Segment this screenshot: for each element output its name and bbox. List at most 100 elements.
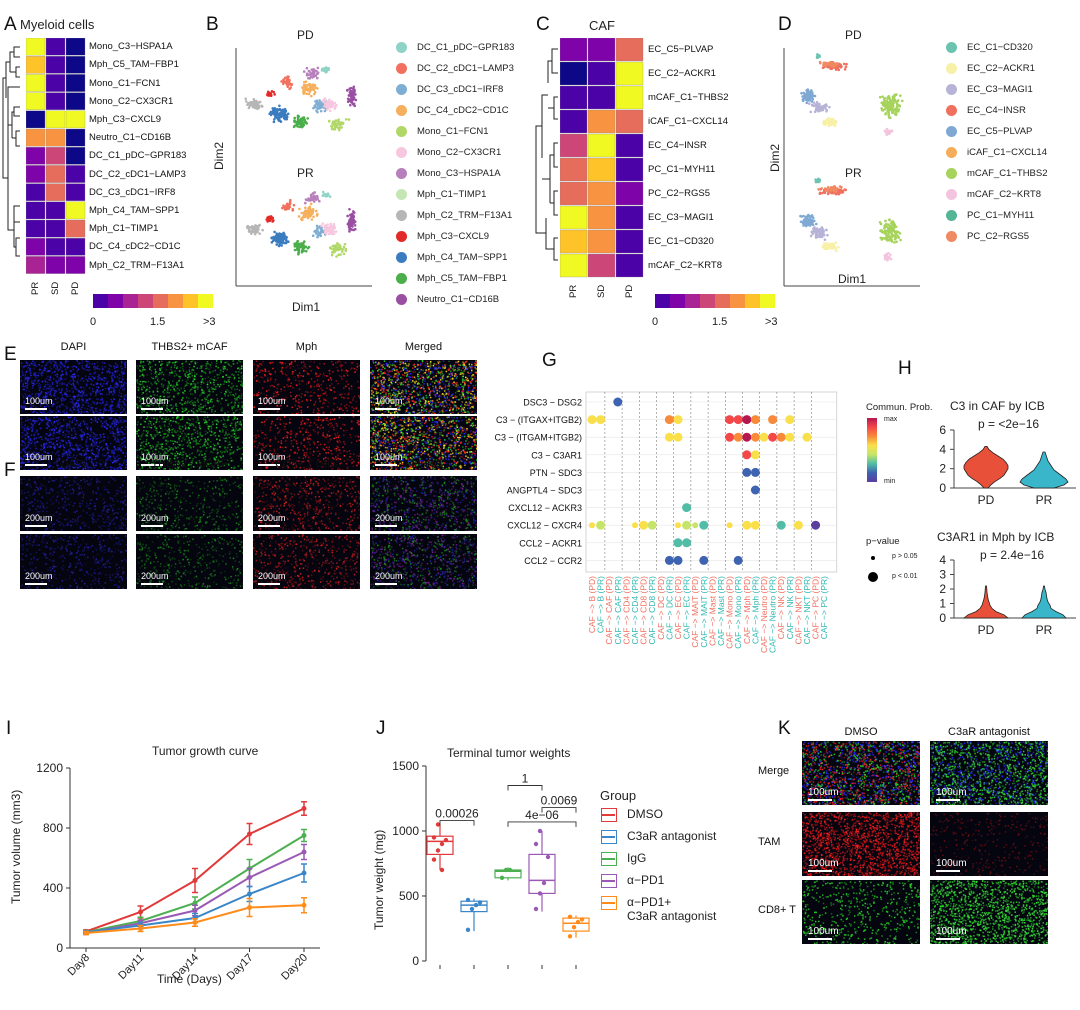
micro-speck [463, 379, 466, 382]
umap-point [332, 225, 336, 228]
micro-speck [56, 368, 59, 370]
umap-point [889, 253, 892, 257]
heatmap-cell [26, 110, 46, 129]
umap-point [302, 70, 306, 73]
micro-speck [29, 397, 31, 399]
micro-speck [99, 411, 102, 414]
umap-point [267, 217, 270, 221]
micro-speck [36, 412, 38, 414]
micro-speck [256, 366, 259, 369]
legend-swatch [396, 231, 407, 242]
micro-speck [49, 390, 52, 392]
micro-speck [413, 395, 416, 398]
micro-speck [158, 373, 160, 376]
micro-speck [204, 398, 206, 401]
micro-speck [308, 374, 310, 376]
umap-point [809, 110, 813, 114]
micro-speck [227, 363, 230, 365]
micro-speck [394, 373, 396, 375]
micro-speck [139, 407, 142, 409]
micro-speck [201, 378, 204, 380]
micro-speck [457, 367, 459, 369]
umap-point [817, 228, 821, 232]
micro-speck [408, 364, 410, 366]
umap-point [810, 94, 814, 97]
micro-speck [284, 362, 287, 365]
umap-point [830, 187, 834, 190]
micro-speck [185, 375, 187, 377]
micro-speck [97, 374, 100, 376]
micro-speck [404, 381, 407, 384]
micro-speck [295, 400, 297, 402]
micro-speck [29, 407, 32, 409]
micro-speck [122, 388, 124, 391]
umap-point [883, 257, 887, 261]
heatmap-cell [26, 183, 46, 201]
legend-label: Mono_C2−CX3CR1 [417, 147, 501, 158]
micro-speck [442, 408, 444, 411]
micro-speck [37, 384, 40, 387]
micro-speck [141, 365, 144, 367]
umap-point [276, 240, 279, 244]
umap-point [810, 218, 814, 222]
umap-point [830, 123, 834, 127]
micro-speck [70, 398, 72, 400]
micro-speck [397, 401, 400, 404]
micro-speck [107, 380, 109, 383]
micro-speck [193, 378, 196, 380]
umap-point [244, 100, 248, 103]
heatmap-col-label: SD [596, 285, 607, 298]
micro-speck [206, 412, 209, 414]
umap-point [299, 119, 302, 122]
umap-point [824, 245, 827, 249]
micro-speck [420, 376, 423, 379]
micro-speck [168, 383, 170, 386]
umap-point [800, 91, 803, 95]
micro-speck [194, 361, 196, 364]
micro-image: 100um [20, 360, 127, 414]
micro-speck [156, 376, 158, 378]
micro-speck [344, 385, 347, 388]
umap-point [246, 224, 250, 228]
micro-speck [467, 398, 469, 400]
micro-speck [79, 362, 81, 365]
micro-speck [96, 382, 99, 385]
micro-speck [119, 408, 121, 410]
micro-speck [210, 366, 212, 368]
micro-speck [120, 395, 123, 398]
micro-speck [166, 410, 168, 413]
umap-point [346, 222, 350, 226]
micro-speck [351, 388, 353, 390]
micro-speck [102, 388, 104, 391]
micro-speck [233, 388, 236, 391]
umap-point [894, 225, 897, 229]
heatmap-cell [615, 181, 644, 206]
micro-speck [201, 379, 204, 382]
umap-point [340, 250, 344, 253]
micro-speck [26, 380, 29, 382]
micro-speck [92, 411, 95, 413]
micro-speck [425, 373, 428, 376]
micro-speck [172, 380, 174, 382]
umap-point [887, 113, 891, 117]
micro-speck [172, 411, 175, 414]
micro-speck [82, 380, 85, 382]
micro-speck [440, 371, 443, 373]
micro-speck [267, 377, 269, 379]
micro-speck [26, 396, 29, 398]
micro-speck [99, 399, 102, 401]
umap-point [323, 104, 326, 108]
micro-speck [102, 401, 104, 403]
micro-speck [341, 364, 344, 367]
micro-speck [306, 367, 308, 370]
micro-speck [457, 384, 459, 387]
micro-speck [101, 385, 103, 387]
micro-speck [211, 401, 214, 403]
micro-speck [427, 402, 430, 404]
umap-point [284, 208, 288, 211]
micro-speck [111, 374, 114, 377]
micro-speck [353, 395, 356, 398]
umap-point [311, 234, 315, 238]
umap-point [338, 246, 342, 250]
micro-speck [443, 377, 445, 379]
